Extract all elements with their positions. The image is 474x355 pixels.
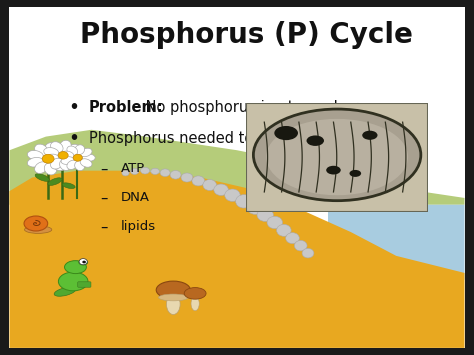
Ellipse shape xyxy=(156,281,191,299)
Text: lipids: lipids xyxy=(121,220,156,234)
Ellipse shape xyxy=(158,294,188,301)
Ellipse shape xyxy=(170,170,181,179)
Ellipse shape xyxy=(277,224,291,236)
Text: –: – xyxy=(100,162,108,176)
Polygon shape xyxy=(9,171,465,348)
Ellipse shape xyxy=(257,208,273,222)
Ellipse shape xyxy=(44,154,59,163)
FancyBboxPatch shape xyxy=(78,282,91,287)
Circle shape xyxy=(82,261,86,263)
Ellipse shape xyxy=(130,168,139,174)
Ellipse shape xyxy=(151,168,159,174)
Circle shape xyxy=(73,154,82,161)
Text: Problem:: Problem: xyxy=(89,100,164,115)
Ellipse shape xyxy=(181,173,193,182)
Ellipse shape xyxy=(67,146,78,155)
Ellipse shape xyxy=(192,176,205,186)
Ellipse shape xyxy=(54,287,76,296)
Text: No phosphorus in atmosphere: No phosphorus in atmosphere xyxy=(141,100,367,115)
Ellipse shape xyxy=(294,240,307,251)
Ellipse shape xyxy=(35,144,48,156)
Ellipse shape xyxy=(24,216,48,231)
Ellipse shape xyxy=(27,151,43,160)
Ellipse shape xyxy=(61,157,74,164)
Ellipse shape xyxy=(44,148,59,157)
Ellipse shape xyxy=(51,147,66,158)
Ellipse shape xyxy=(80,148,92,157)
Text: Phosphorus (P) Cycle: Phosphorus (P) Cycle xyxy=(80,21,412,49)
Circle shape xyxy=(274,126,298,140)
Circle shape xyxy=(362,131,377,140)
Ellipse shape xyxy=(80,159,92,167)
Ellipse shape xyxy=(60,159,71,170)
Ellipse shape xyxy=(82,154,95,162)
Ellipse shape xyxy=(66,157,80,166)
Ellipse shape xyxy=(64,261,86,274)
Ellipse shape xyxy=(25,226,52,233)
Ellipse shape xyxy=(254,109,421,201)
Ellipse shape xyxy=(140,167,150,174)
Ellipse shape xyxy=(67,160,78,169)
Ellipse shape xyxy=(35,174,49,181)
Ellipse shape xyxy=(68,151,83,160)
Ellipse shape xyxy=(60,140,71,152)
Ellipse shape xyxy=(44,143,57,155)
Ellipse shape xyxy=(166,294,180,315)
Ellipse shape xyxy=(191,296,199,311)
Ellipse shape xyxy=(27,158,43,167)
Ellipse shape xyxy=(51,160,66,171)
Ellipse shape xyxy=(79,260,88,265)
Ellipse shape xyxy=(58,272,88,291)
Ellipse shape xyxy=(266,119,408,195)
Ellipse shape xyxy=(203,180,217,191)
Ellipse shape xyxy=(54,154,70,163)
Text: ATP: ATP xyxy=(121,163,145,175)
Ellipse shape xyxy=(225,189,240,201)
Ellipse shape xyxy=(184,288,206,299)
Ellipse shape xyxy=(75,161,84,171)
Polygon shape xyxy=(9,130,465,205)
Text: •: • xyxy=(69,129,80,148)
Text: •: • xyxy=(69,98,80,117)
Text: Phosphorus needed to make:: Phosphorus needed to make: xyxy=(89,131,303,146)
Ellipse shape xyxy=(247,202,263,214)
Ellipse shape xyxy=(75,145,84,154)
Text: DNA: DNA xyxy=(121,191,150,204)
Ellipse shape xyxy=(267,216,283,229)
Ellipse shape xyxy=(35,162,48,173)
Ellipse shape xyxy=(236,195,252,208)
Ellipse shape xyxy=(61,151,74,159)
Circle shape xyxy=(79,258,87,265)
Ellipse shape xyxy=(51,158,63,169)
Text: –: – xyxy=(100,219,108,234)
Ellipse shape xyxy=(214,184,228,196)
Ellipse shape xyxy=(160,169,170,176)
Ellipse shape xyxy=(48,178,62,185)
Ellipse shape xyxy=(66,144,80,154)
Circle shape xyxy=(349,170,361,177)
Ellipse shape xyxy=(302,248,314,258)
Text: –: – xyxy=(100,190,108,206)
Ellipse shape xyxy=(122,170,129,176)
Ellipse shape xyxy=(44,163,57,175)
Ellipse shape xyxy=(51,142,63,153)
Circle shape xyxy=(42,154,54,163)
Circle shape xyxy=(58,152,68,159)
Circle shape xyxy=(326,166,341,175)
Circle shape xyxy=(307,136,324,146)
Ellipse shape xyxy=(286,233,300,244)
Polygon shape xyxy=(328,205,465,280)
Ellipse shape xyxy=(62,183,75,189)
